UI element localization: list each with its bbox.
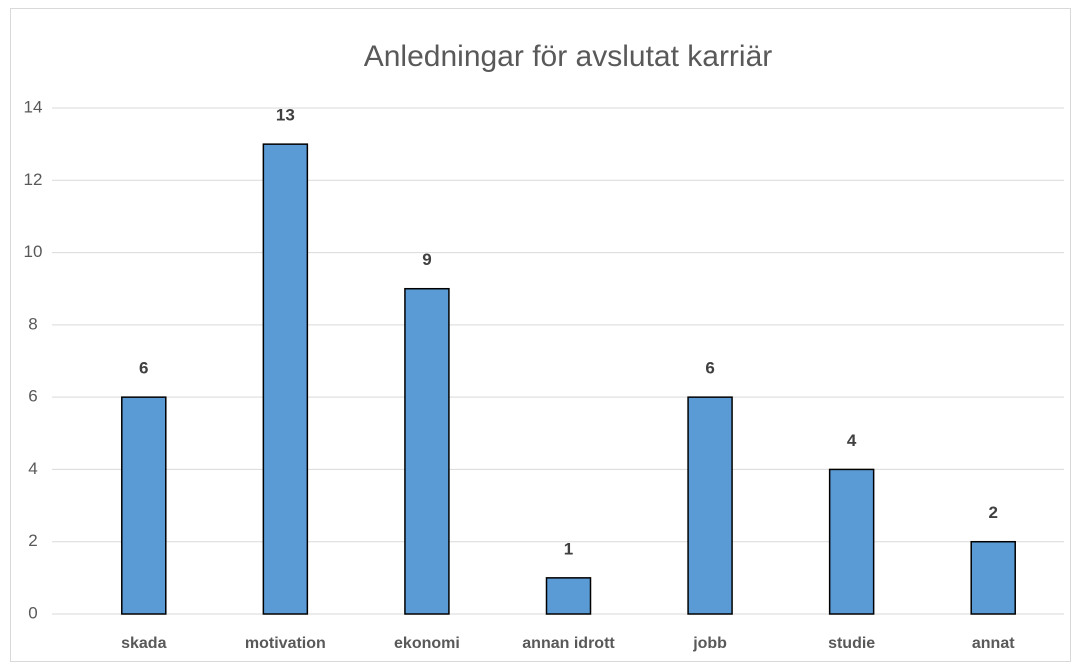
y-tick-label: 8 [28,314,37,333]
bar [404,287,450,615]
x-tick-label: jobb [692,635,727,652]
data-label: 9 [422,250,431,269]
x-tick-label: annat [972,635,1015,652]
data-label: 6 [705,359,714,378]
x-tick-label: studie [828,635,875,652]
chart-border [10,8,1071,662]
bar [687,396,733,615]
data-label: 1 [564,539,573,558]
bar [262,143,309,615]
y-tick-label: 2 [28,531,37,550]
data-label: 13 [276,106,295,125]
bar [121,396,167,615]
bar [828,468,875,615]
data-label: 4 [847,431,857,450]
y-tick-label: 6 [28,387,37,406]
x-tick-label: ekonomi [394,635,460,652]
data-label: 2 [988,503,997,522]
y-tick-label: 14 [24,97,43,116]
x-tick-label: skada [121,635,166,652]
y-tick-label: 12 [24,170,43,189]
x-tick-label: annan idrott [522,635,615,652]
x-tick-label: motivation [245,635,326,652]
y-tick-label: 10 [24,242,43,261]
chart-title: Anledningar för avslutat karriär [364,40,773,73]
bar [545,577,592,615]
y-tick-label: 4 [28,459,37,478]
y-tick-label: 0 [28,603,37,622]
bar [970,540,1016,615]
data-label: 6 [139,359,148,378]
